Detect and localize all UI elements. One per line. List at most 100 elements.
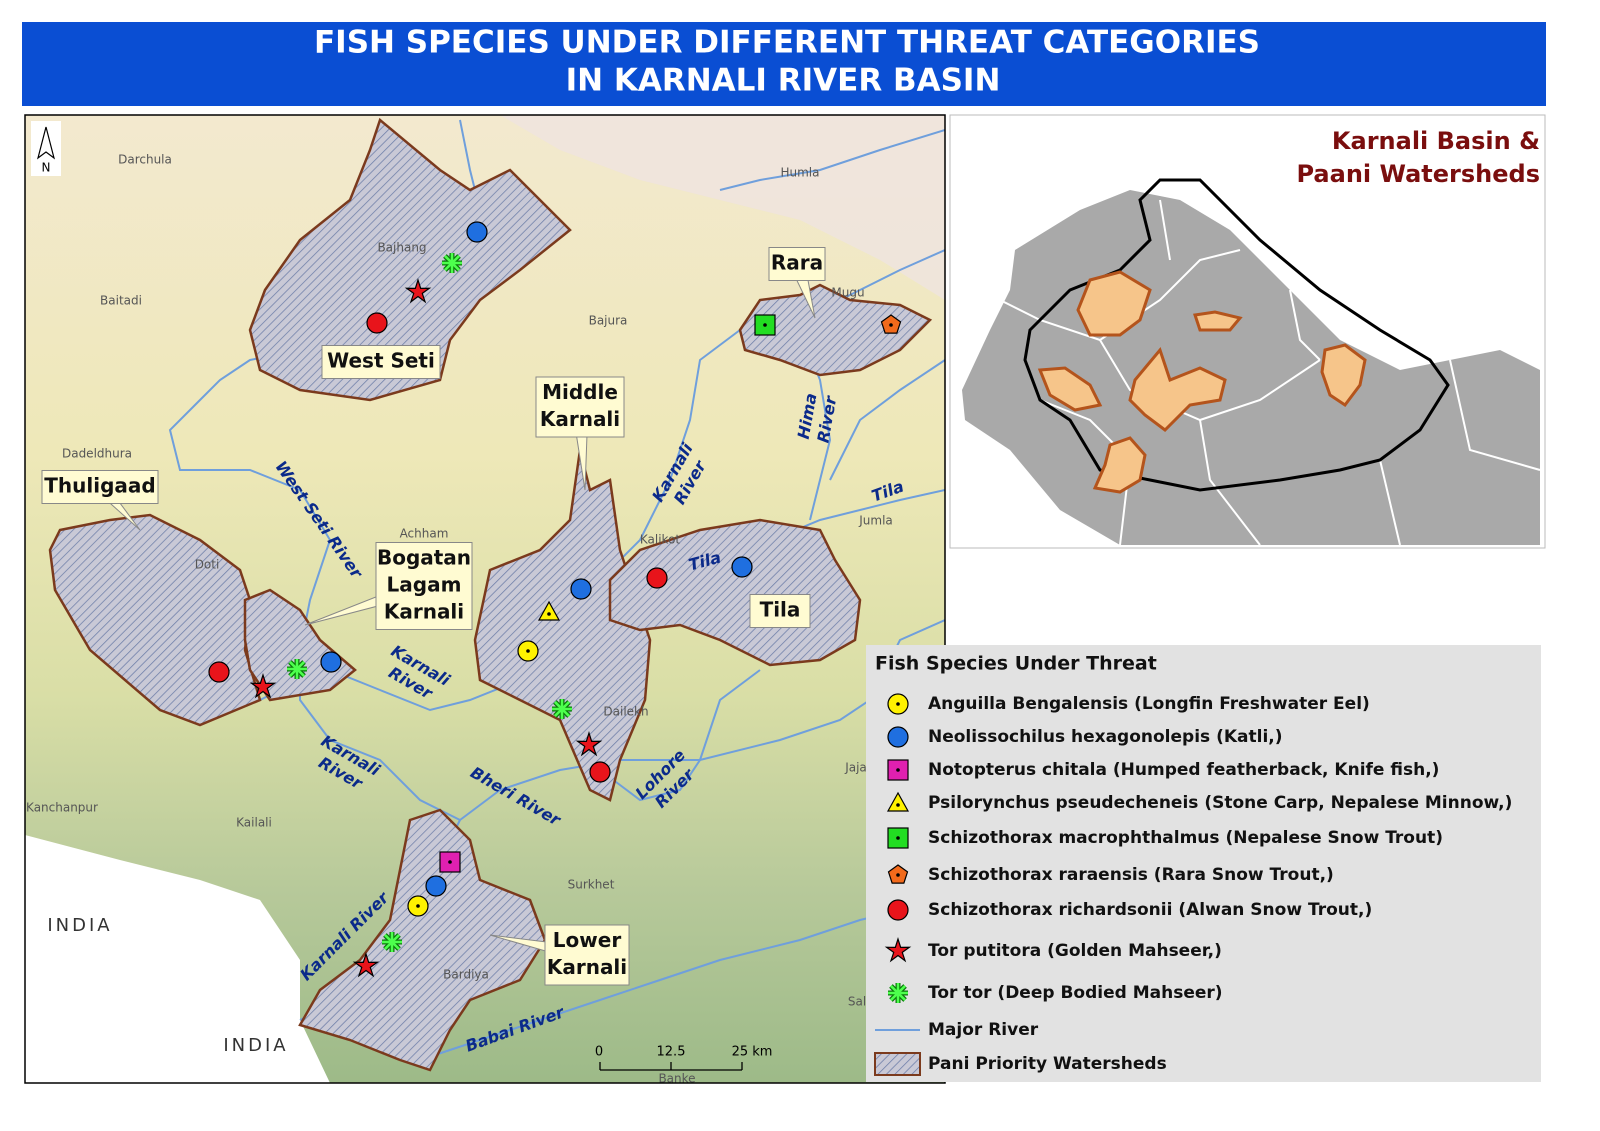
inset-title: Karnali Basin &: [1332, 127, 1540, 155]
place-label: Dailekh: [603, 705, 648, 719]
inset-map: [949, 114, 1546, 549]
watershed-callout: Bogatan Lagam Karnali: [304, 542, 473, 630]
watershed-label: Tila: [760, 598, 801, 622]
watershed-callout: West Seti: [321, 345, 441, 379]
place-label: Humla: [780, 166, 819, 180]
legend-label: Major River: [928, 1020, 1039, 1040]
marker-stroke: [554, 701, 570, 717]
map-frame: [24, 114, 946, 1084]
callout-box: [41, 470, 159, 504]
fish-marker: [575, 731, 603, 757]
marker-stroke: [384, 934, 400, 950]
scale-label: 12.5: [657, 1045, 686, 1060]
callout-box: [375, 542, 473, 630]
marker-dot: [896, 803, 900, 807]
legend-label: Tor putitora (Golden Mahseer,): [928, 941, 1222, 961]
fish-marker: [352, 952, 380, 978]
legend-title: Fish Species Under Threat: [875, 653, 1157, 675]
place-label: Sal: [848, 995, 866, 1009]
fish-marker: [287, 659, 307, 679]
watershed-label: Karnali: [547, 955, 627, 979]
marker-stroke: [289, 661, 305, 677]
country-label: INDIA: [47, 915, 112, 936]
callout-box: [768, 247, 826, 281]
watershed-callout: Thuligaad: [41, 470, 159, 531]
fish-marker: [366, 312, 388, 334]
place-label: Bardiya: [443, 968, 489, 982]
fish-marker: [886, 791, 910, 812]
fish-marker: [537, 600, 561, 621]
marker-dot: [896, 702, 900, 706]
marker-dot: [896, 768, 900, 772]
marker-dot: [547, 612, 551, 616]
watershed-label: Rara: [771, 251, 823, 275]
fish-marker: [552, 699, 572, 719]
inset-title: Paani Watersheds: [1296, 160, 1540, 188]
place-label: Baitadi: [100, 294, 142, 308]
fish-marker: [249, 673, 277, 699]
fish-marker: [570, 578, 592, 600]
place-label: Jumla: [858, 514, 893, 528]
place-label: Kanchanpur: [26, 801, 98, 815]
legend-label: Pani Priority Watersheds: [928, 1054, 1167, 1074]
marker-dot: [526, 649, 530, 653]
legend-label: Neolissochilus hexagonolepis (Katli,): [928, 727, 1283, 747]
watershed-callout: Rara: [768, 247, 826, 319]
legend-label: Schizothorax richardsonii (Alwan Snow Tr…: [928, 900, 1372, 920]
north-label: N: [42, 161, 51, 175]
callout-box: [749, 594, 811, 628]
fish-marker: [208, 661, 230, 683]
page-title: FISH SPECIES UNDER DIFFERENT THREAT CATE…: [314, 25, 1260, 61]
marker-dot: [416, 904, 420, 908]
place-label: Banke: [658, 1072, 695, 1086]
marker-dot: [896, 836, 900, 840]
callout-box: [544, 924, 630, 986]
legend-label: Tor tor (Deep Bodied Mahseer): [928, 983, 1223, 1003]
place-label: Kailali: [236, 816, 272, 830]
place-label: Achham: [400, 527, 449, 541]
fish-marker: [646, 567, 668, 589]
fish-marker: [442, 253, 462, 273]
scale-label: 25 km: [732, 1045, 773, 1060]
watershed-callout: Middle Karnali: [535, 376, 625, 491]
marker-dot: [889, 323, 893, 327]
watersheds: [48, 117, 933, 1072]
legend-label: Schizothorax macrophthalmus (Nepalese Sn…: [928, 828, 1443, 848]
place-label: Jaja: [844, 761, 867, 775]
marker-dot: [448, 860, 452, 864]
callout-box: [321, 345, 441, 379]
fish-marker: [731, 556, 753, 578]
place-label: Surkhet: [568, 878, 615, 892]
fish-marker: [887, 726, 909, 748]
watershed-label: Middle: [542, 380, 618, 404]
main-map: Darchula Humla Bajhang Baitadi Bajura Mugu Dad…: [25, 115, 945, 1086]
place-label: Kalikot: [640, 533, 681, 547]
legend-label: Notopterus chitala (Humped featherback, …: [928, 760, 1439, 780]
watershed-label: Karnali: [540, 407, 620, 431]
scale-bar: [599, 1062, 743, 1071]
title-bar: [22, 22, 1546, 106]
place-label: Dadeldhura: [62, 447, 132, 461]
fish-marker: [887, 899, 909, 921]
legend-box: [866, 645, 1541, 1082]
marker-dot: [896, 873, 900, 877]
watershed-callout: Lower Karnali: [489, 924, 630, 986]
watershed-label: Lagam: [387, 573, 462, 597]
place-label: Bajura: [589, 314, 628, 328]
fish-marker: [320, 651, 342, 673]
legend-label: Anguilla Bengalensis (Longfin Freshwater…: [928, 694, 1370, 714]
legend-watershed: [874, 1052, 921, 1076]
watershed-label: Bogatan: [377, 546, 471, 570]
callout-box: [535, 376, 625, 438]
page-title: IN KARNALI RIVER BASIN: [566, 63, 1001, 99]
marker-dot: [763, 323, 767, 327]
fish-marker: [589, 761, 611, 783]
place-label: Doti: [195, 558, 220, 572]
north-arrow: [36, 126, 56, 160]
fish-marker: [382, 932, 402, 952]
watershed-label: Lower: [553, 928, 622, 952]
marker-stroke: [444, 255, 460, 271]
place-label: Bajhang: [377, 241, 426, 255]
fish-marker: [884, 937, 912, 963]
